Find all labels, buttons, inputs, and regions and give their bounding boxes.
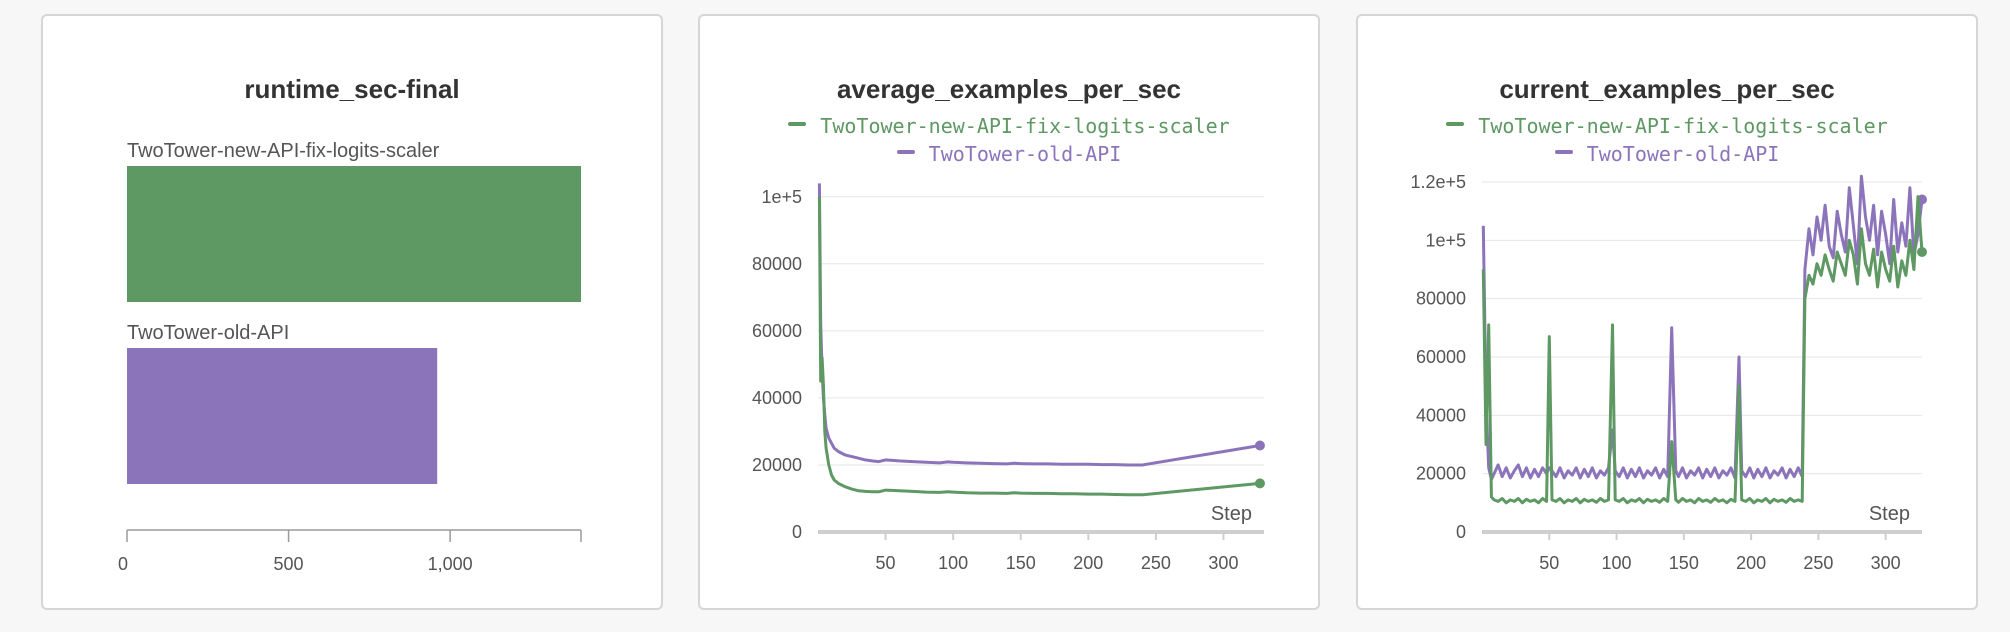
y-tick-label: 1e+5: [761, 187, 802, 207]
current-chart-panel: current_examples_per_sec TwoTower-new-AP…: [1356, 14, 1978, 610]
x-tick-label: 100: [1602, 553, 1632, 573]
y-tick-label: 1.2e+5: [1410, 172, 1466, 192]
x-axis-title: Step: [1869, 503, 1910, 525]
current-line-chart: 0 20000 40000 60000 80000 1e+5 1.2e+5 50 100 150 2…: [1410, 172, 1927, 573]
y-tick-label: 40000: [1416, 405, 1466, 425]
x-tick-label: 250: [1803, 553, 1833, 573]
y-tick-label: 20000: [1416, 464, 1466, 484]
x-tick-label: 0: [118, 554, 128, 574]
legend-swatch-new: [1446, 121, 1465, 126]
bar-new: [127, 166, 581, 302]
x-tick-label: 250: [1141, 553, 1171, 573]
runtime-chart-panel: runtime_sec-final TwoTower-new-API-fix-l…: [41, 14, 663, 610]
x-tick-label: 150: [1006, 553, 1036, 573]
series-line-old: [817, 183, 1261, 467]
legend-swatch-old: [1554, 149, 1573, 154]
average-chart-panel: average_examples_per_sec TwoTower-new-AP…: [698, 14, 1320, 610]
legend-label: TwoTower-new-API-fix-logits-scaler: [820, 114, 1230, 138]
x-tick-label: 150: [1669, 553, 1699, 573]
series-endpoint-old: [1254, 440, 1265, 451]
x-tick-label: 1,000: [428, 554, 473, 574]
y-tick-label: 60000: [752, 321, 802, 341]
runtime-bar-chart: 0 500 1,000: [118, 166, 582, 574]
legend-label: TwoTower-old-API: [1586, 142, 1780, 166]
legend-item-new[interactable]: TwoTower-new-API-fix-logits-scaler: [1358, 114, 1976, 138]
chart-title: average_examples_per_sec: [836, 74, 1182, 104]
legend-label: TwoTower-old-API: [928, 142, 1122, 166]
x-tick-label: 50: [1539, 553, 1559, 573]
x-tick-label: 50: [876, 553, 896, 573]
legend-item-new[interactable]: TwoTower-new-API-fix-logits-scaler: [700, 114, 1318, 138]
y-tick-label: 0: [1456, 522, 1466, 542]
series-endpoint-new: [1254, 478, 1265, 489]
legend-item-old[interactable]: TwoTower-old-API: [1358, 142, 1976, 166]
x-axis-title: Step: [1211, 503, 1252, 525]
x-tick-label: 300: [1208, 553, 1238, 573]
x-tick-label: 500: [274, 554, 304, 574]
x-tick-label: 300: [1871, 553, 1901, 573]
x-tick-label: 200: [1736, 553, 1766, 573]
x-tick-label: 200: [1073, 553, 1103, 573]
legend-swatch-old: [896, 149, 915, 154]
y-tick-label: 20000: [752, 455, 802, 475]
series-endpoint-new: [1917, 247, 1927, 257]
chart-title: runtime_sec-final: [244, 74, 460, 104]
y-tick-label: 60000: [1416, 347, 1466, 367]
bar-label-old: TwoTower-old-API: [127, 322, 290, 344]
bar-label-new: TwoTower-new-API-fix-logits-scaler: [127, 140, 440, 162]
legend-label: TwoTower-new-API-fix-logits-scaler: [1478, 114, 1888, 138]
legend-item-old[interactable]: TwoTower-old-API: [700, 142, 1318, 166]
y-tick-label: 40000: [752, 388, 802, 408]
series-line-new: [817, 196, 1261, 497]
x-tick-label: 100: [938, 553, 968, 573]
y-tick-label: 0: [792, 522, 802, 542]
y-tick-label: 80000: [1416, 289, 1466, 309]
y-tick-label: 80000: [752, 254, 802, 274]
bar-old: [127, 348, 438, 484]
chart-title: current_examples_per_sec: [1499, 74, 1835, 104]
legend-swatch-new: [788, 121, 807, 126]
average-line-chart: 0 20000 40000 60000 80000 1e+5 50 100 150 200 250 3…: [752, 183, 1265, 573]
series-line-new: [1481, 195, 1924, 505]
y-tick-label: 1e+5: [1425, 230, 1466, 250]
